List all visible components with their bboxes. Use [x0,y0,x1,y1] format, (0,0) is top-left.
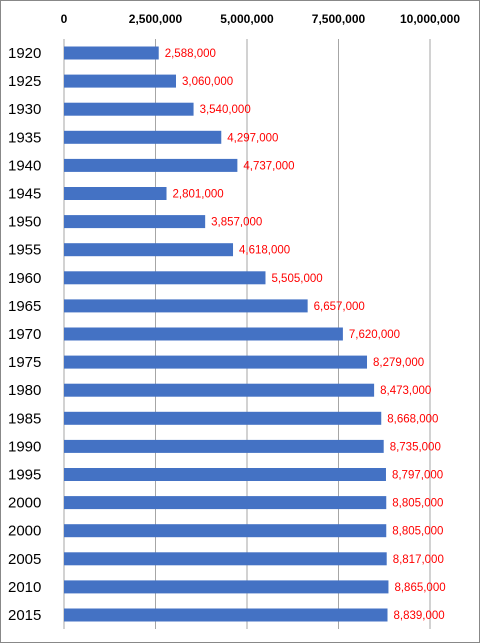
bar [64,243,234,257]
data-label: 8,805,000 [392,526,443,538]
x-tick-label: 2,500,000 [129,12,183,26]
category-label: 1920 [8,45,41,62]
bar [64,468,386,481]
data-label: 8,839,000 [394,610,445,622]
category-label: 1995 [8,467,41,484]
category-label: 2005 [8,551,41,568]
data-label: 4,737,000 [243,160,294,172]
bar [64,130,222,144]
x-tick-label: 0 [61,12,68,26]
category-label: 1965 [8,298,41,315]
data-label: 8,817,000 [393,554,444,566]
bar [64,439,384,453]
category-label: 2000 [8,495,41,512]
data-label: 3,060,000 [182,76,233,88]
data-label: 8,279,000 [373,357,424,369]
bar [64,411,382,425]
category-label: 1930 [8,101,41,118]
bar [64,355,368,369]
bar [64,383,375,397]
bar [64,524,387,538]
data-label: 8,865,000 [394,582,445,594]
data-label: 5,505,000 [271,273,322,285]
bar [64,74,176,88]
category-label: 1955 [8,242,41,259]
data-label: 4,297,000 [227,132,278,144]
data-label: 8,735,000 [390,441,441,453]
category-label: 1925 [8,73,41,90]
data-label: 4,618,000 [239,245,290,257]
category-label: 2010 [8,579,41,596]
bar [64,158,238,172]
data-label: 3,857,000 [211,217,262,229]
bar [64,299,308,313]
data-label: 8,668,000 [387,413,438,425]
bar [64,552,387,566]
data-label: 8,805,000 [392,498,443,510]
x-tick-label: 10,000,000 [400,12,460,26]
data-labels: 2,588,000 3,060,000 3,540,000 4,297,000 4,73… [165,48,446,622]
category-label: 1975 [8,354,41,371]
category-label: 1990 [8,438,41,455]
data-label: 8,473,000 [380,385,431,397]
data-label: 6,657,000 [314,301,365,313]
x-tick-label: 5,000,000 [220,12,274,26]
bar [64,102,194,116]
bar [64,608,388,622]
data-label: 2,588,000 [165,48,216,60]
bar [64,187,167,200]
category-label: 1950 [8,214,41,231]
x-tick-label: 7,500,000 [312,12,366,26]
category-label: 1935 [8,129,41,146]
data-label: 2,801,000 [173,189,224,201]
bar [64,496,387,510]
category-label: 1960 [8,270,41,287]
category-label: 1945 [8,186,41,203]
category-label: 1940 [8,157,41,174]
bar [64,46,159,60]
category-label: 1985 [8,410,41,427]
bar [64,327,343,341]
category-labels: 1920 1925 1930 1935 1940 1945 1950 1955 1960 1965… [8,45,41,624]
bar [64,580,389,594]
category-label: 2015 [8,607,41,624]
data-label: 7,620,000 [349,329,400,341]
category-label: 1980 [8,382,41,399]
x-axis-tick-labels: 0 2,500,000 5,000,000 7,500,000 10,000,000 [61,12,461,26]
bar [64,215,206,229]
bar [64,271,266,285]
data-label: 8,797,000 [392,470,443,482]
bars [64,46,389,622]
category-label: 2000 [8,523,41,540]
category-label: 1970 [8,326,41,343]
data-label: 3,540,000 [200,104,251,116]
